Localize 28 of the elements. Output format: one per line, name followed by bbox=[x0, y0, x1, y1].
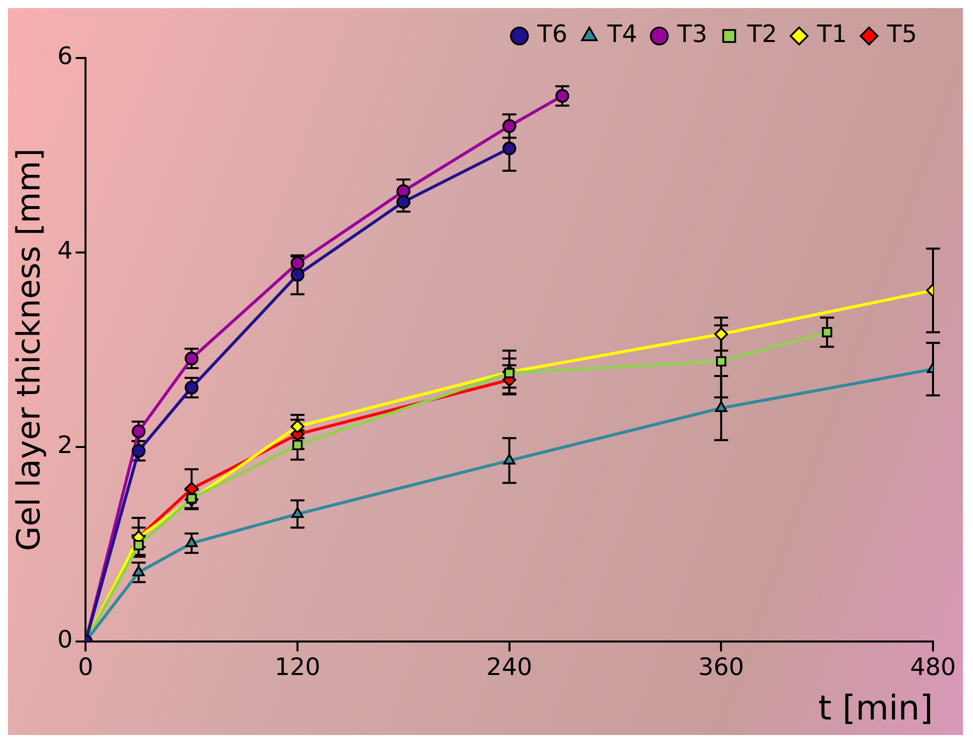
point bbox=[716, 356, 726, 367]
x-tick-label: 480 bbox=[910, 653, 956, 682]
legend-label: T2 bbox=[746, 20, 778, 48]
x-axis-title: t [min] bbox=[818, 688, 933, 728]
point bbox=[185, 536, 198, 548]
x-tick-label: 120 bbox=[274, 653, 320, 682]
y-tick-label: 6 bbox=[57, 42, 73, 70]
x-tick-label: 240 bbox=[486, 653, 532, 682]
legend-label: T4 bbox=[606, 20, 638, 48]
legend-label: T5 bbox=[886, 20, 918, 48]
point bbox=[504, 368, 514, 378]
point bbox=[291, 507, 304, 518]
point bbox=[714, 327, 728, 342]
legend-label: T1 bbox=[816, 20, 848, 48]
point bbox=[715, 401, 728, 412]
point bbox=[132, 565, 145, 576]
legend-label: T3 bbox=[676, 20, 708, 48]
point bbox=[503, 454, 516, 464]
legend-label: T6 bbox=[536, 20, 568, 48]
y-tick-label: 0 bbox=[57, 626, 73, 654]
x-tick-label: 360 bbox=[698, 653, 744, 682]
x-tick-label: 0 bbox=[78, 653, 94, 682]
point bbox=[292, 440, 303, 450]
point bbox=[822, 327, 832, 338]
point bbox=[290, 420, 304, 434]
y-axis-title: Gel layer thickness [mm] bbox=[10, 148, 48, 552]
y-tick-label: 4 bbox=[57, 236, 73, 265]
y-tick-label: 2 bbox=[57, 431, 73, 460]
